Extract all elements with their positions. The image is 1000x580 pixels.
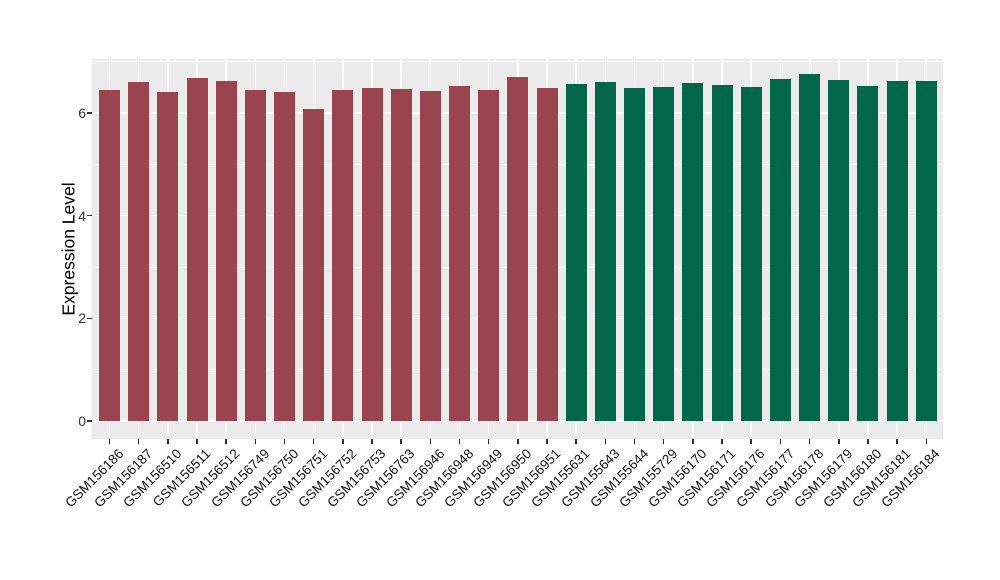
bar — [361, 87, 383, 421]
bar — [565, 84, 587, 421]
bar — [536, 87, 558, 421]
x-tick — [750, 439, 752, 444]
x-tick — [167, 439, 169, 444]
bar — [915, 81, 937, 421]
bar — [274, 91, 296, 421]
bar — [886, 81, 908, 421]
bar — [769, 79, 791, 421]
x-tick — [283, 439, 286, 444]
bar — [449, 85, 471, 421]
bar — [128, 81, 150, 421]
bar — [828, 80, 850, 421]
bar — [507, 77, 529, 421]
y-axis-title: Expression Level — [58, 182, 79, 316]
y-tick-label: 4 — [78, 207, 86, 224]
bar — [711, 84, 733, 421]
x-tick — [867, 439, 869, 444]
bar — [332, 90, 354, 421]
bar — [157, 91, 179, 421]
bar — [419, 90, 441, 421]
x-tick — [896, 439, 898, 444]
x-tick — [196, 439, 198, 444]
x-tick — [808, 439, 811, 444]
x-tick — [633, 439, 636, 444]
x-tick — [371, 439, 373, 444]
y-tick — [87, 420, 92, 422]
bar — [390, 88, 412, 421]
bar — [740, 86, 762, 421]
bar — [594, 82, 616, 421]
bar — [624, 88, 646, 421]
x-tick — [400, 439, 402, 444]
x-tick — [721, 439, 723, 444]
y-tick-label: 2 — [78, 310, 86, 327]
x-tick — [137, 439, 140, 444]
x-tick — [779, 439, 782, 444]
bar — [303, 108, 325, 421]
y-tick — [87, 317, 92, 320]
y-tick-label: 6 — [78, 105, 86, 122]
y-tick — [87, 214, 92, 217]
x-tick — [517, 439, 519, 444]
x-tick — [342, 439, 344, 444]
x-tick — [662, 439, 665, 444]
bar — [653, 87, 675, 421]
y-tick-label: 0 — [78, 413, 86, 429]
bar — [478, 89, 500, 421]
bar — [215, 81, 237, 421]
x-tick — [429, 439, 432, 444]
bar — [186, 78, 208, 421]
x-tick — [692, 439, 694, 444]
bar — [857, 85, 879, 421]
x-tick — [487, 439, 490, 444]
plot-panel — [92, 59, 943, 439]
x-tick — [604, 439, 607, 444]
x-tick — [254, 439, 257, 444]
bar — [682, 83, 704, 421]
x-tick — [925, 439, 927, 444]
x-tick — [312, 439, 315, 444]
bar — [244, 89, 266, 421]
y-tick — [87, 112, 92, 114]
x-tick — [225, 439, 227, 444]
x-tick — [458, 439, 461, 444]
x-tick — [546, 439, 548, 444]
x-tick — [575, 439, 577, 444]
x-tick — [108, 439, 111, 444]
bar — [99, 89, 120, 421]
bar — [799, 74, 821, 421]
x-tick — [838, 439, 840, 444]
